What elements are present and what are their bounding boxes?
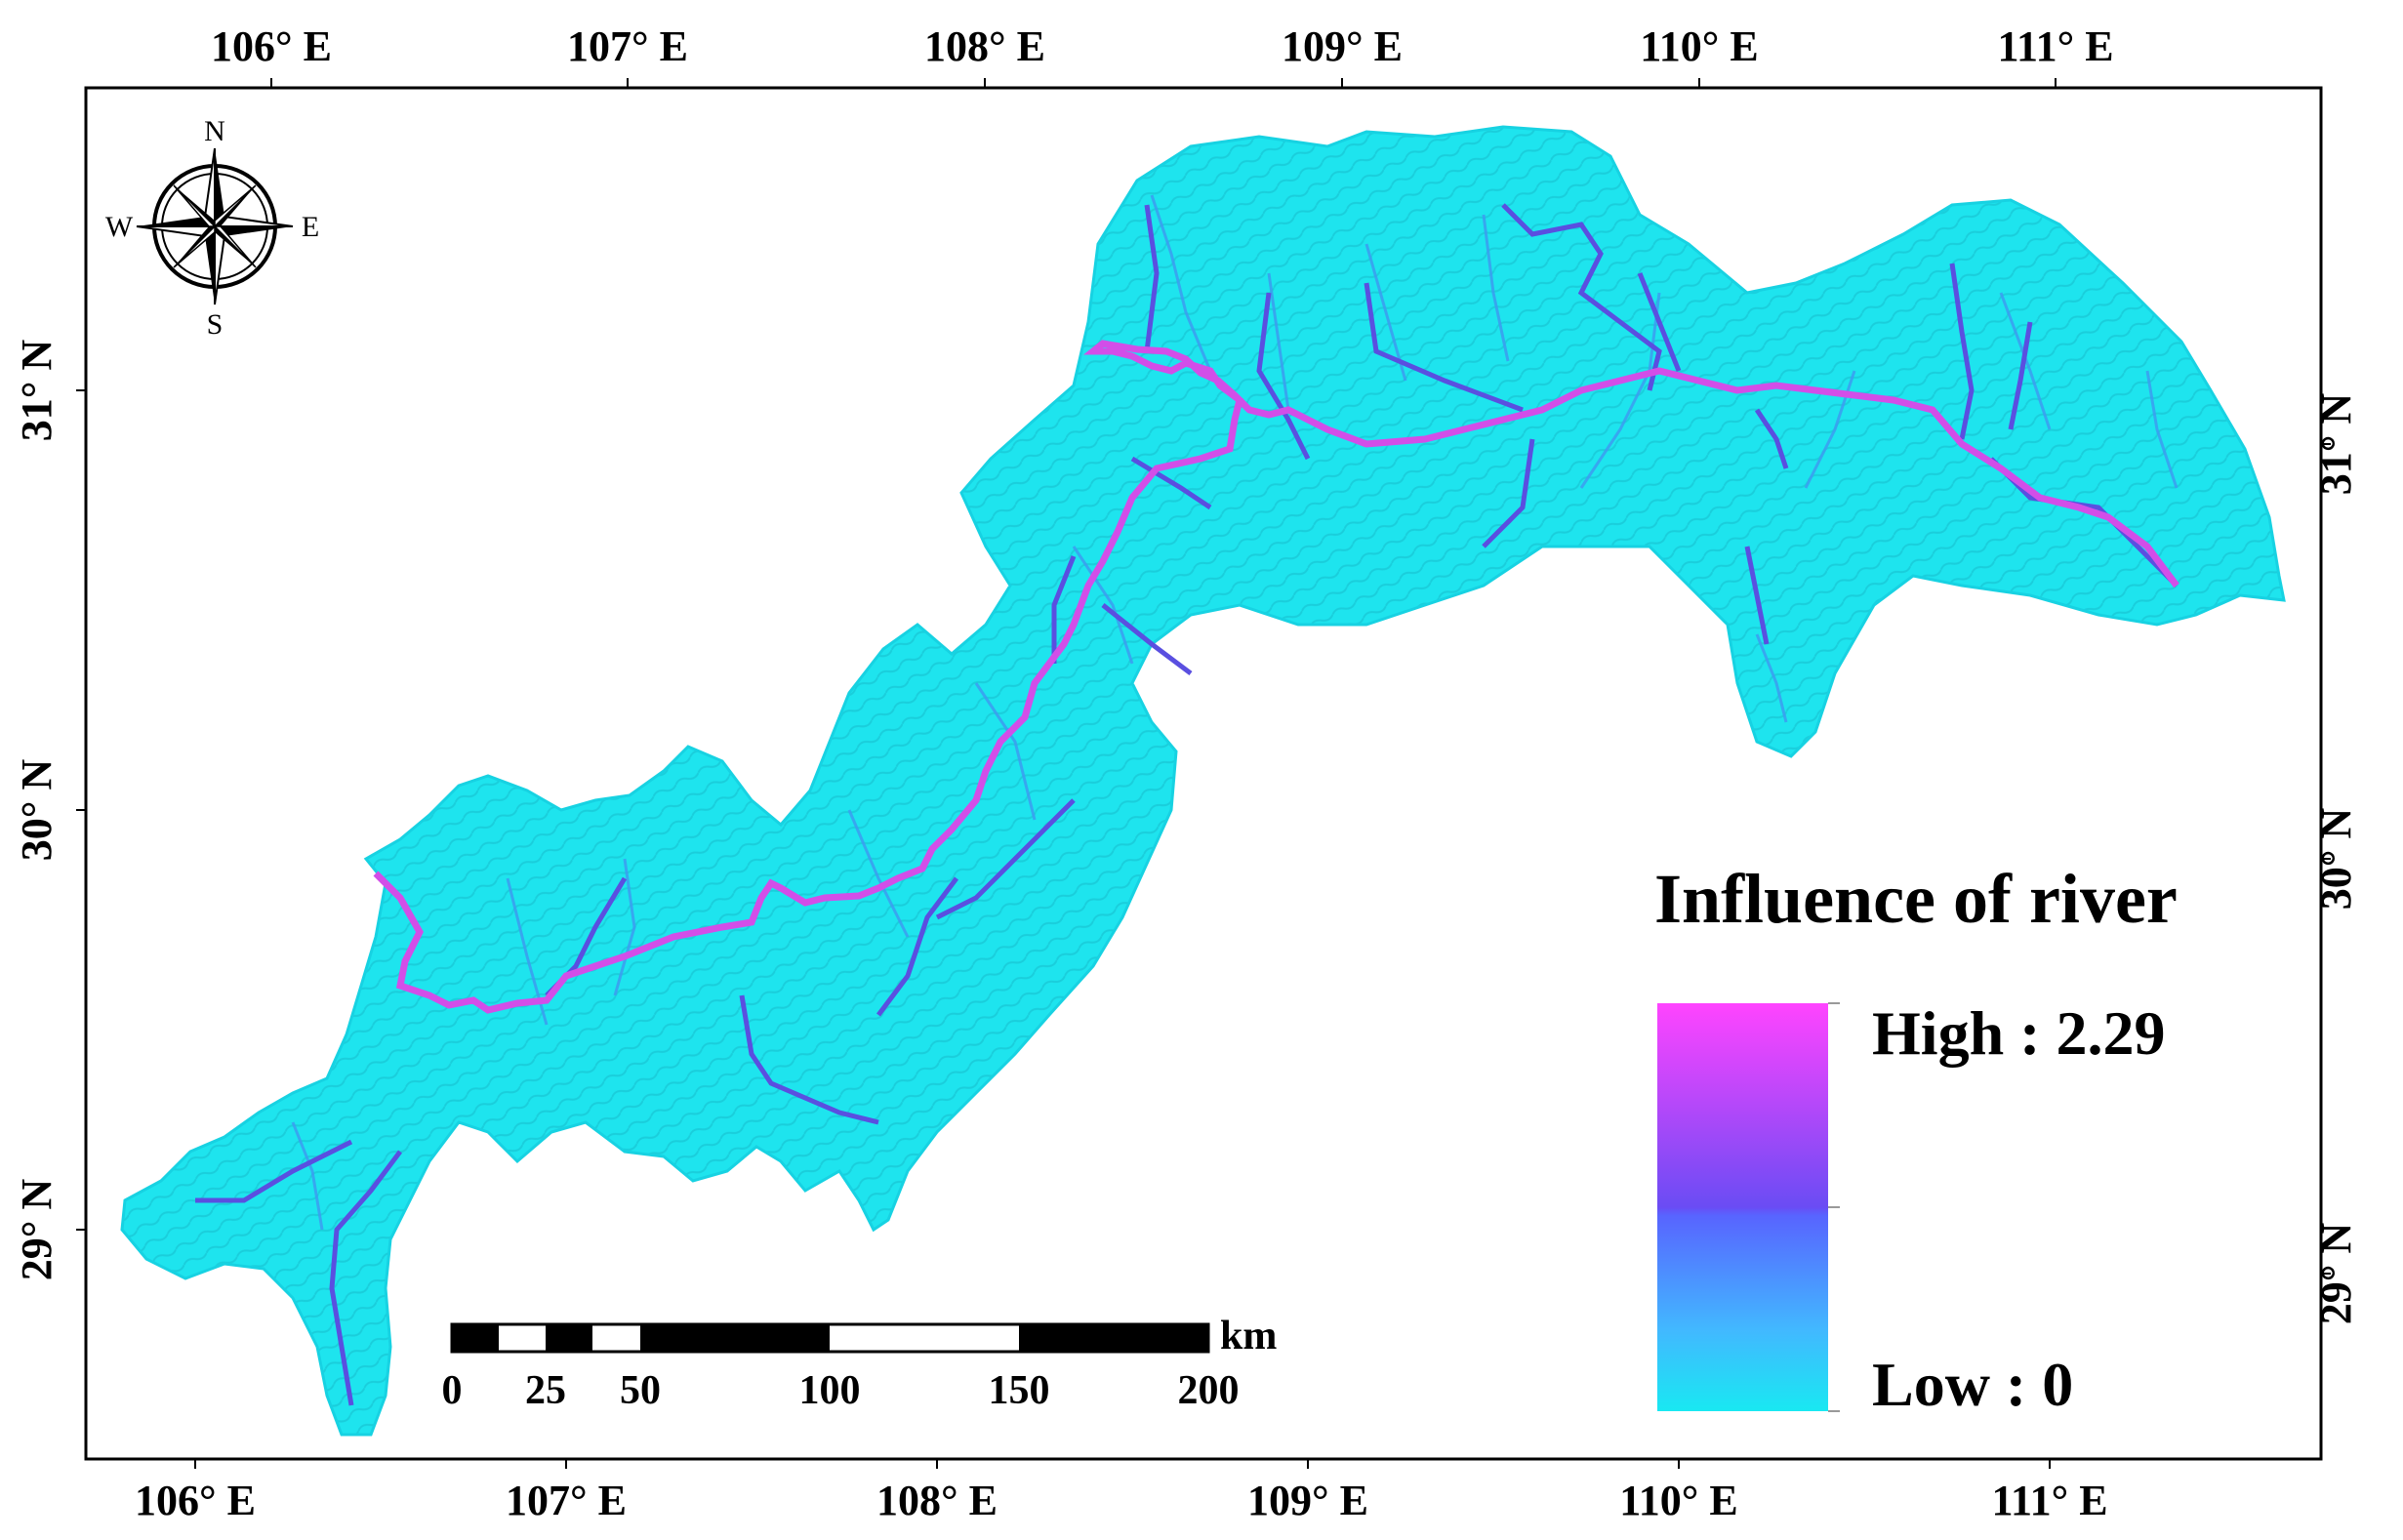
lon-label-top: 107° E	[567, 22, 688, 70]
lon-label-bottom: 108° E	[876, 1477, 998, 1524]
lon-label-top: 109° E	[1282, 22, 1403, 70]
lat-label-right: 30° N	[2312, 808, 2360, 911]
lat-label-right: 31° N	[2312, 393, 2360, 496]
bottom-longitude-labels: 106° E 107° E 108° E 109° E 110° E 111° …	[135, 1477, 2108, 1524]
legend: Influence of river High : 2.29 Low : 0	[1654, 860, 2178, 1419]
lon-label-bottom: 107° E	[506, 1477, 627, 1524]
scale-tick-label: 0	[442, 1368, 463, 1413]
compass-north-label: N	[204, 115, 225, 147]
lon-label-top: 111° E	[1997, 22, 2113, 70]
lon-label-bottom: 106° E	[135, 1477, 256, 1524]
right-latitude-labels: 31° N 30° N 29° N	[2312, 393, 2360, 1325]
scale-tick-label: 150	[989, 1368, 1050, 1413]
compass-west-label: W	[105, 211, 134, 243]
main-river	[373, 340, 2179, 1014]
compass-east-label: E	[302, 211, 319, 243]
minor-tributaries	[291, 194, 2179, 1231]
graticule-ticks	[76, 78, 2331, 1469]
top-longitude-labels: 106° E 107° E 108° E 109° E 110° E 111° …	[211, 22, 2114, 70]
compass-rose-icon: N S E W	[105, 115, 319, 341]
study-area-region	[120, 125, 2286, 1437]
lat-label-left: 30° N	[13, 759, 61, 862]
scale-bar: km 0 25 50 100 150 200	[442, 1314, 1278, 1413]
scale-unit: km	[1220, 1314, 1277, 1358]
legend-low-label: Low : 0	[1872, 1350, 2073, 1419]
lon-label-top: 106° E	[211, 22, 332, 70]
legend-high-label: High : 2.29	[1872, 998, 2165, 1068]
lat-label-left: 31° N	[13, 340, 61, 442]
lon-label-top: 108° E	[924, 22, 1045, 70]
lat-label-right: 29° N	[2312, 1223, 2360, 1325]
lon-label-top: 110° E	[1640, 22, 1759, 70]
lon-label-bottom: 110° E	[1619, 1477, 1738, 1524]
lon-label-bottom: 109° E	[1247, 1477, 1368, 1524]
scale-tick-label: 50	[620, 1368, 661, 1413]
scale-tick-label: 200	[1178, 1368, 1240, 1413]
legend-color-ramp	[1657, 1003, 1828, 1411]
lon-label-bottom: 111° E	[1991, 1477, 2107, 1524]
scale-tick-label: 25	[525, 1368, 566, 1413]
lat-label-left: 29° N	[13, 1179, 61, 1281]
compass-south-label: S	[207, 308, 224, 341]
left-latitude-labels: 31° N 30° N 29° N	[13, 340, 61, 1281]
legend-title: Influence of river	[1654, 860, 2178, 938]
scale-tick-label: 100	[799, 1368, 861, 1413]
